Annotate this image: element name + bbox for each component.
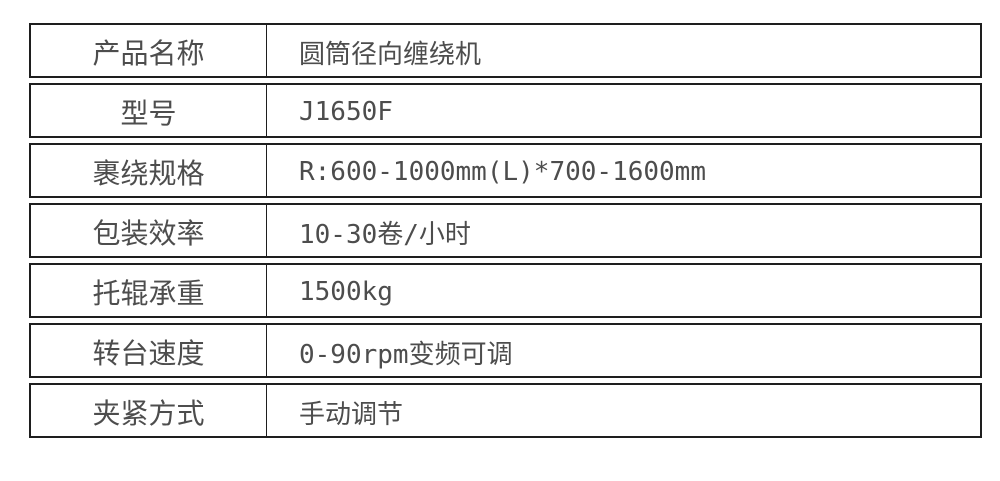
spec-value: 手动调节: [299, 399, 404, 430]
spec-value-cell: 10-30卷/小时: [267, 205, 980, 256]
spec-label: 裹绕规格: [92, 157, 205, 189]
spec-label: 型号: [120, 97, 177, 129]
product-spec-table: 产品名称 圆筒径向缠绕机 型号 J1650F 裹绕规格 R:600-1000mm…: [29, 23, 982, 443]
spec-label: 产品名称: [92, 37, 205, 69]
spec-label-cell: 产品名称: [31, 25, 267, 76]
spec-label-cell: 转台速度: [31, 325, 267, 376]
spec-row-clamping-method: 夹紧方式 手动调节: [29, 383, 982, 438]
spec-row-product-name: 产品名称 圆筒径向缠绕机: [29, 23, 982, 78]
spec-value-cell: 圆筒径向缠绕机: [267, 25, 980, 76]
spec-value-cell: 1500kg: [267, 265, 980, 316]
spec-label-cell: 型号: [31, 85, 267, 136]
spec-value-cell: R:600-1000mm(L)*700-1600mm: [267, 145, 980, 196]
spec-label-cell: 包装效率: [31, 205, 267, 256]
spec-label-cell: 托辊承重: [31, 265, 267, 316]
spec-label: 夹紧方式: [92, 397, 205, 429]
spec-row-packing-efficiency: 包装效率 10-30卷/小时: [29, 203, 982, 258]
spec-row-roller-load: 托辊承重 1500kg: [29, 263, 982, 318]
spec-value: J1650F: [299, 97, 393, 127]
spec-value: 圆筒径向缠绕机: [299, 39, 482, 70]
spec-value-cell: 手动调节: [267, 385, 980, 436]
spec-row-model: 型号 J1650F: [29, 83, 982, 138]
spec-value: 10-30卷/小时: [299, 219, 471, 250]
spec-label-cell: 夹紧方式: [31, 385, 267, 436]
spec-label: 托辊承重: [92, 277, 205, 309]
spec-label: 转台速度: [92, 337, 205, 369]
spec-value: 1500kg: [299, 277, 393, 307]
spec-label-cell: 裹绕规格: [31, 145, 267, 196]
spec-value-cell: 0-90rpm变频可调: [267, 325, 980, 376]
spec-value: R:600-1000mm(L)*700-1600mm: [299, 157, 706, 187]
spec-value-cell: J1650F: [267, 85, 980, 136]
spec-value: 0-90rpm变频可调: [299, 339, 513, 370]
spec-row-turntable-speed: 转台速度 0-90rpm变频可调: [29, 323, 982, 378]
spec-label: 包装效率: [92, 217, 205, 249]
spec-row-wrap-size: 裹绕规格 R:600-1000mm(L)*700-1600mm: [29, 143, 982, 198]
